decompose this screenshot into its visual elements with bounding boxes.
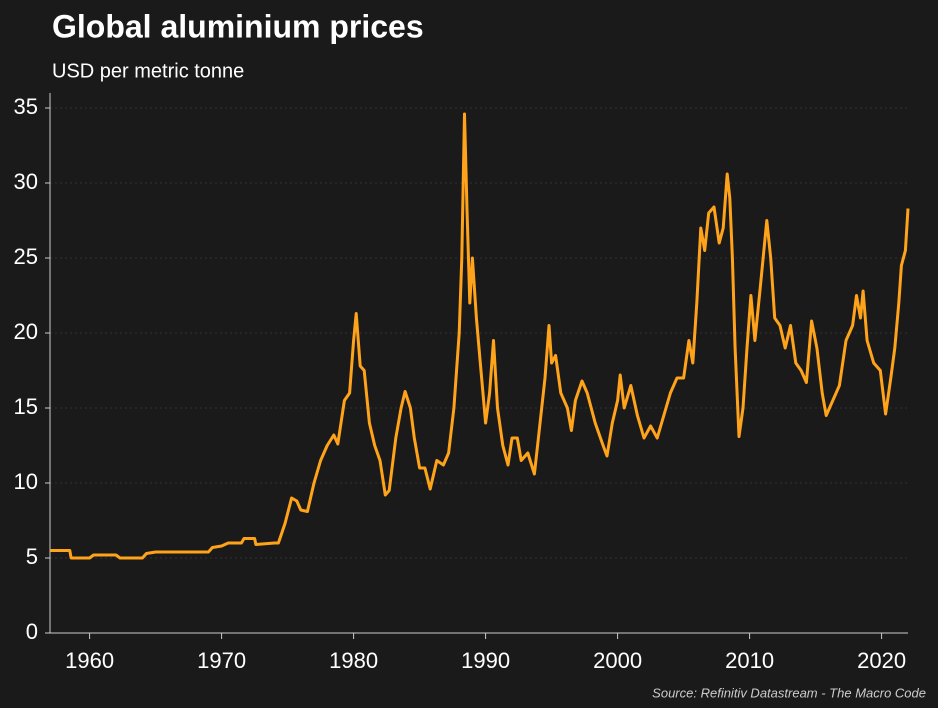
y-tick-label: 15: [14, 394, 38, 419]
y-tick-label: 10: [14, 469, 38, 494]
price-line: [50, 112, 910, 560]
x-tick-label: 2020: [857, 648, 906, 673]
y-tick-label: 0: [26, 619, 38, 644]
x-tick-label: 1980: [329, 648, 378, 673]
y-tick-label: 20: [14, 319, 38, 344]
chart-subtitle: USD per metric tonne: [52, 60, 244, 82]
source-note: Source: Refinitiv Datastream - The Macro…: [652, 685, 926, 700]
x-tick-label: 1990: [461, 648, 510, 673]
y-tick-label: 35: [14, 94, 38, 119]
x-tick-label: 1970: [197, 648, 246, 673]
y-tick-label: 5: [26, 544, 38, 569]
x-tick-label: 2010: [725, 648, 774, 673]
y-tick-label: 30: [14, 169, 38, 194]
x-tick-label: 2000: [593, 648, 642, 673]
chart-title: Global aluminium prices: [52, 8, 424, 44]
x-tick-label: 1960: [65, 648, 114, 673]
y-tick-label: 25: [14, 244, 38, 269]
